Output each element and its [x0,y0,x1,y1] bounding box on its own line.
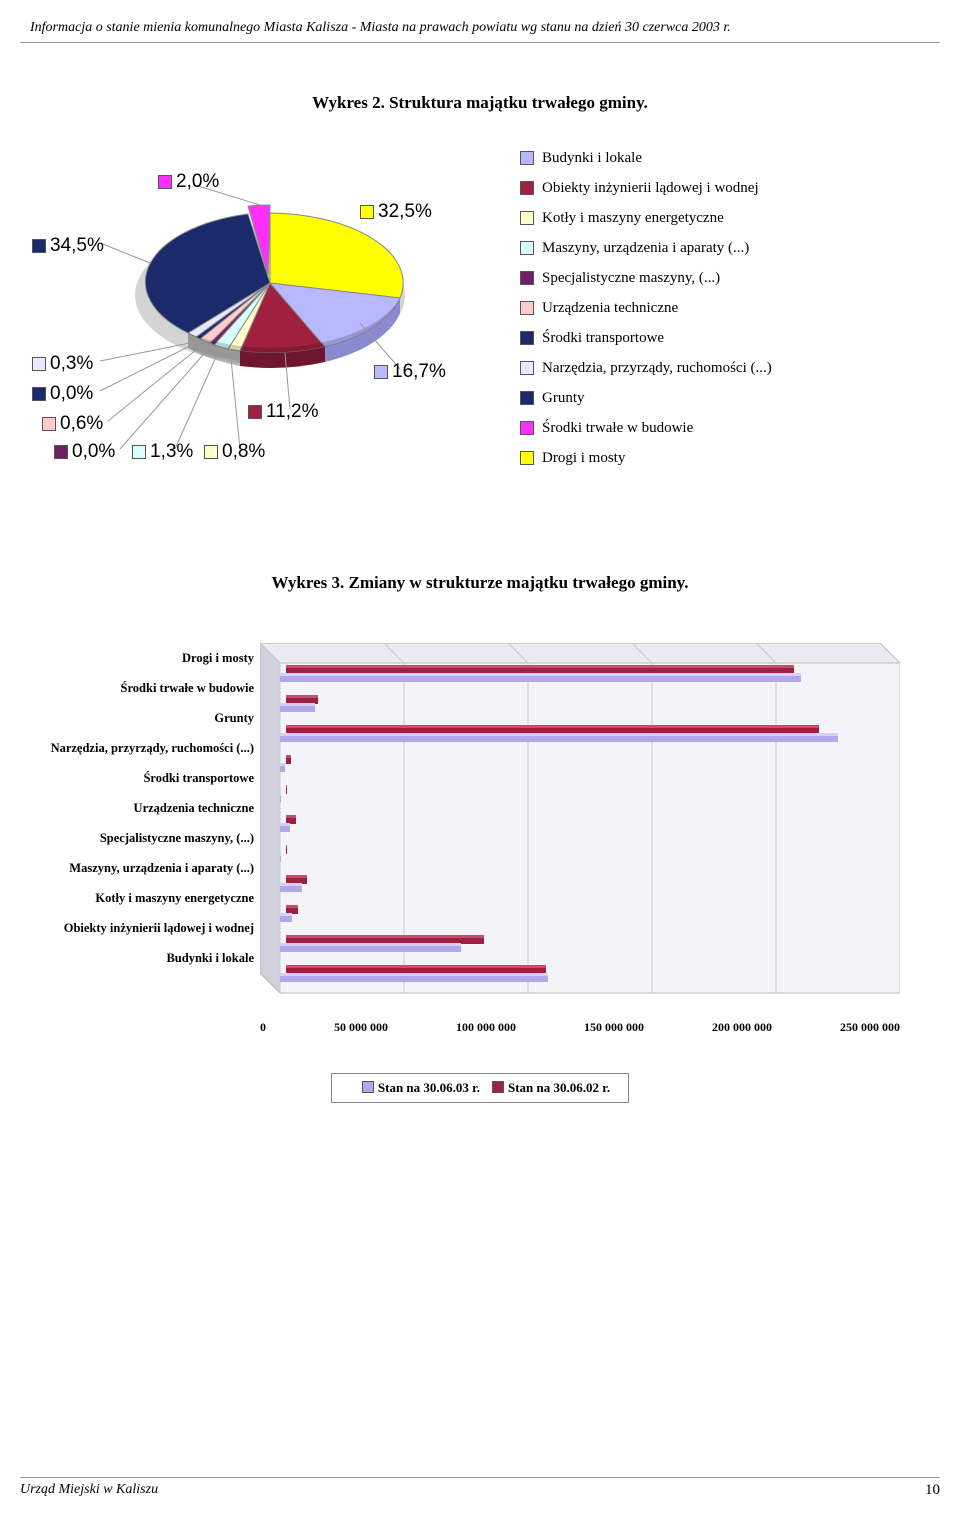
bar-x-tick: 200 000 000 [712,1020,772,1035]
bar-series-02 [286,785,287,794]
pie-callout: 0,3% [32,353,93,375]
legend-item: Narzędzia, przyrządy, ruchomości (...) [520,353,772,383]
bar-y-label: Maszyny, urządzenia i aparaty (...) [40,853,254,883]
bar-series-03 [280,883,302,892]
legend-item: Środki transportowe [520,323,772,353]
bar-y-labels: Drogi i mostyŚrodki trwałe w budowieGrun… [40,643,260,1013]
bar-x-tick: 0 [260,1020,266,1035]
bar-plot-area: 050 000 000100 000 000150 000 000200 000… [260,643,900,1013]
bar-series-03 [280,793,281,802]
bar-series-03 [280,733,838,742]
legend-item: Kotły i maszyny energetyczne [520,203,772,233]
bar-series-03 [280,823,290,832]
bar-y-label: Środki trwałe w budowie [40,673,254,703]
bar-x-tick: 50 000 000 [334,1020,388,1035]
footer-left: Urząd Miejski w Kaliszu [20,1482,158,1499]
pie-callout: 0,8% [204,441,265,463]
pie-legend: Budynki i lokaleObiekty inżynierii lądow… [520,143,772,473]
bar-plot-bg [260,643,900,1013]
footer-page-number: 10 [925,1482,940,1499]
bar-y-label: Środki transportowe [40,763,254,793]
pie-callout: 34,5% [32,235,104,257]
legend-item: Drogi i mosty [520,443,772,473]
bar-y-label: Specjalistyczne maszyny, (...) [40,823,254,853]
pie-callout: 0,6% [42,413,103,435]
pie-callout: 0,0% [54,441,115,463]
bar-x-axis: 0 50 000 000 100 000 000 150 000 000 200 000… [260,1020,900,1035]
bar-legend: Stan na 30.06.03 r. Stan na 30.06.02 r. [331,1073,629,1103]
bar-series-03 [280,913,292,922]
bar-series-03 [280,973,548,982]
legend-item: Środki trwałe w budowie [520,413,772,443]
bar-series-03 [280,763,285,772]
bar-y-label: Narzędzia, przyrządy, ruchomości (...) [40,733,254,763]
pie-callout: 32,5% [360,201,432,223]
pie-chart-area: 2,0% 32,5% 34,5% 0,3% 16,7% 0,0% 11,2% 0,6% 0,0%… [30,143,500,503]
pie-callout: 1,3% [132,441,193,463]
bar-series-03 [280,943,461,952]
chart1-title: Wykres 2. Struktura majątku trwałego gmi… [0,93,960,113]
bar-y-label: Drogi i mosty [40,643,254,673]
bar-x-tick: 250 000 000 [840,1020,900,1035]
page-footer: Urząd Miejski w Kaliszu 10 [20,1477,940,1499]
legend-item: Budynki i lokale [520,143,772,173]
bar-x-tick: 150 000 000 [584,1020,644,1035]
chart2-container: Drogi i mostyŚrodki trwałe w budowieGrun… [40,643,920,1013]
legend2-label: Stan na 30.06.02 r. [508,1080,610,1095]
chart2-title: Wykres 3. Zmiany w strukturze majątku tr… [0,573,960,593]
bar-y-label: Urządzenia techniczne [40,793,254,823]
bar-x-tick: 100 000 000 [456,1020,516,1035]
pie-callout: 11,2% [248,401,318,423]
page-header: Informacja o stanie mienia komunalnego M… [20,0,940,43]
bar-y-label: Kotły i maszyny energetyczne [40,883,254,913]
bar-y-label: Grunty [40,703,254,733]
bar-y-label: Budynki i lokale [40,943,254,973]
legend-item: Specjalistyczne maszyny, (...) [520,263,772,293]
pie-callout: 16,7% [374,361,446,383]
legend-item: Maszyny, urządzenia i aparaty (...) [520,233,772,263]
chart1-container: 2,0% 32,5% 34,5% 0,3% 16,7% 0,0% 11,2% 0,6% 0,0%… [30,143,930,503]
bar-series-03 [280,703,315,712]
legend-item: Grunty [520,383,772,413]
pie-callout: 0,0% [32,383,93,405]
legend-item: Obiekty inżynierii lądowej i wodnej [520,173,772,203]
pie-callout: 2,0% [158,171,219,193]
legend-item: Urządzenia techniczne [520,293,772,323]
bar-series-02 [286,755,291,764]
bar-y-label: Obiekty inżynierii lądowej i wodnej [40,913,254,943]
legend2-label: Stan na 30.06.03 r. [378,1080,480,1095]
bar-series-03 [280,673,801,682]
